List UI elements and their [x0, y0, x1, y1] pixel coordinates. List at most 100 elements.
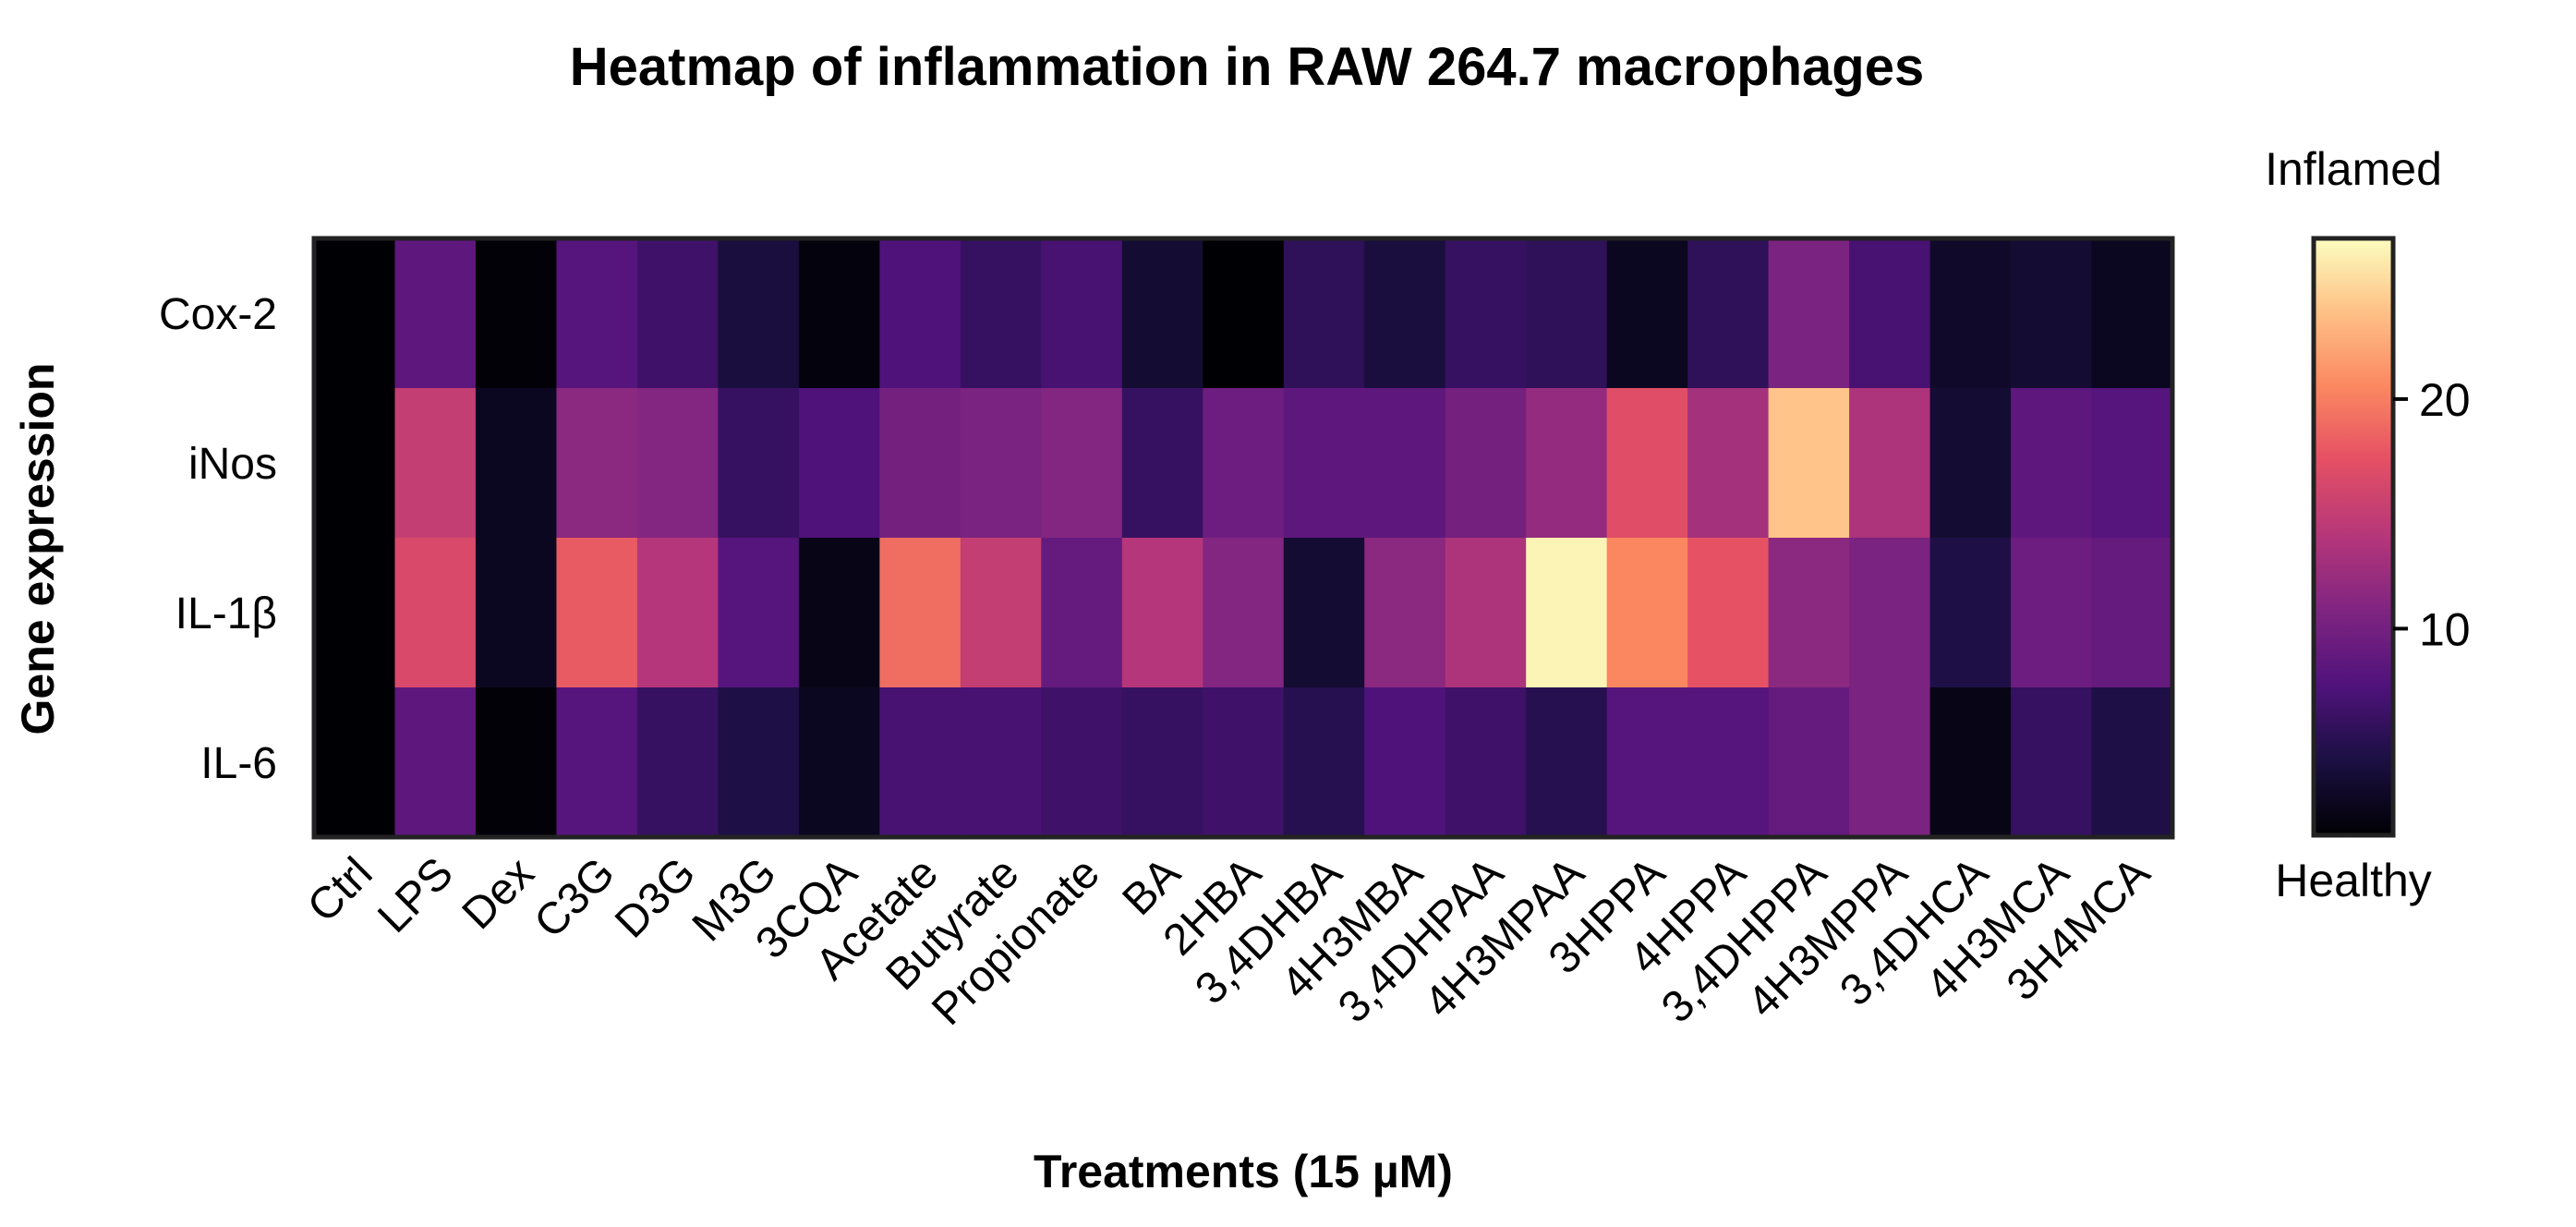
colorbar-bottom-label: Healthy	[2275, 855, 2432, 906]
column-label: LPS	[369, 848, 463, 942]
heatmap-cell	[1445, 238, 1527, 389]
column-label: D3G	[606, 848, 705, 947]
heatmap-cell	[2091, 388, 2173, 539]
chart-title: Heatmap of inflammation in RAW 264.7 mac…	[570, 37, 1924, 97]
heatmap-cell	[1606, 388, 1688, 539]
row-labels: Cox-2 iNos IL-1β IL-6	[159, 290, 277, 788]
colorbar-top-label: Inflamed	[2265, 143, 2442, 195]
heatmap-cell	[960, 388, 1042, 539]
heatmap-cell	[1768, 538, 1850, 688]
heatmap-cell	[636, 538, 719, 688]
heatmap-cell	[1445, 388, 1527, 539]
heatmap-cell	[960, 538, 1042, 688]
heatmap-cell	[1283, 687, 1365, 838]
heatmap-cell	[1203, 238, 1285, 389]
heatmap-cell	[1687, 388, 1770, 539]
heatmap-cell	[798, 538, 880, 688]
colorbar-gradient	[2311, 236, 2396, 838]
heatmap-cell	[798, 238, 880, 389]
heatmap-cell	[2011, 388, 2093, 539]
y-axis-label: Gene expression	[12, 363, 64, 735]
heatmap-cell	[1849, 238, 1931, 389]
heatmap-cell	[1929, 238, 2012, 389]
heatmap-cell	[1445, 687, 1527, 838]
heatmap-cell	[879, 538, 961, 688]
heatmap-cell	[314, 538, 396, 688]
column-label: Dex	[454, 848, 544, 939]
heatmap-cell	[1364, 687, 1446, 838]
heatmap-frame	[311, 236, 2175, 840]
heatmap-cell	[798, 388, 880, 539]
heatmap-cell	[556, 388, 638, 539]
heatmap-cell	[1849, 687, 1931, 838]
heatmap-cell	[798, 687, 880, 838]
heatmap-cell	[718, 687, 800, 838]
heatmap-cell	[1768, 388, 1850, 539]
heatmap-cell	[718, 238, 800, 389]
heatmap-cell	[1687, 687, 1770, 838]
heatmap-cell	[1445, 538, 1527, 688]
heatmap-cell	[2091, 538, 2173, 688]
heatmap-cell	[1203, 538, 1285, 688]
heatmap-cell	[1526, 538, 1608, 688]
heatmap-cell	[1041, 388, 1123, 539]
heatmap-cell	[314, 687, 396, 838]
heatmap-cell	[1606, 687, 1688, 838]
heatmap-cell	[475, 538, 558, 688]
heatmap-cell	[556, 538, 638, 688]
heatmap-cell	[1041, 687, 1123, 838]
heatmap-cell	[1526, 238, 1608, 389]
colorbar-tick-label: 20	[2419, 374, 2471, 426]
heatmap-cell	[314, 388, 396, 539]
heatmap-cell	[394, 687, 477, 838]
heatmap-cell	[1687, 238, 1770, 389]
heatmap-cell	[636, 238, 719, 389]
heatmap-cells	[314, 238, 2173, 838]
heatmap-cell	[1283, 238, 1365, 389]
heatmap-cell	[718, 388, 800, 539]
heatmap-cell	[879, 388, 961, 539]
heatmap-cell	[1849, 388, 1931, 539]
heatmap-cell	[1041, 238, 1123, 389]
heatmap-cell	[394, 238, 477, 389]
heatmap-cell	[1283, 538, 1365, 688]
heatmap-cell	[1121, 538, 1203, 688]
x-axis-label: Treatments (15 µM)	[1034, 1146, 1453, 1197]
row-label: Cox-2	[159, 290, 277, 339]
heatmap-cell	[1768, 238, 1850, 389]
heatmap-cell	[1203, 388, 1285, 539]
heatmap-cell	[1929, 687, 2012, 838]
heatmap-cell	[1041, 538, 1123, 688]
column-label: Ctrl	[298, 848, 381, 931]
heatmap-cell	[879, 687, 961, 838]
heatmap-cell	[879, 238, 961, 389]
column-labels: CtrlLPSDexC3GD3GM3G3CQAAcetateButyratePr…	[298, 848, 2159, 1035]
heatmap-cell	[394, 388, 477, 539]
heatmap-cell	[475, 238, 558, 389]
row-label: IL-1β	[175, 589, 277, 638]
heatmap-cell	[2091, 687, 2173, 838]
heatmap-cell	[2091, 238, 2173, 389]
heatmap-cell	[1526, 388, 1608, 539]
heatmap-cell	[1203, 687, 1285, 838]
heatmap-cell	[2011, 238, 2093, 389]
heatmap-cell	[1121, 388, 1203, 539]
heatmap-cell	[636, 687, 719, 838]
heatmap-cell	[1283, 388, 1365, 539]
heatmap-cell	[394, 538, 477, 688]
heatmap-cell	[1929, 538, 2012, 688]
heatmap-cell	[475, 687, 558, 838]
heatmap-cell	[556, 238, 638, 389]
colorbar: 10 20 Inflamed Healthy	[2265, 143, 2471, 906]
heatmap-cell	[475, 388, 558, 539]
heatmap-cell	[1606, 538, 1688, 688]
heatmap-cell	[1364, 388, 1446, 539]
heatmap-cell	[556, 687, 638, 838]
heatmap-cell	[1849, 538, 1931, 688]
heatmap-cell	[1687, 538, 1770, 688]
heatmap-cell	[718, 538, 800, 688]
heatmap-cell	[960, 238, 1042, 389]
heatmap-cell	[1929, 388, 2012, 539]
heatmap-cell	[2011, 687, 2093, 838]
